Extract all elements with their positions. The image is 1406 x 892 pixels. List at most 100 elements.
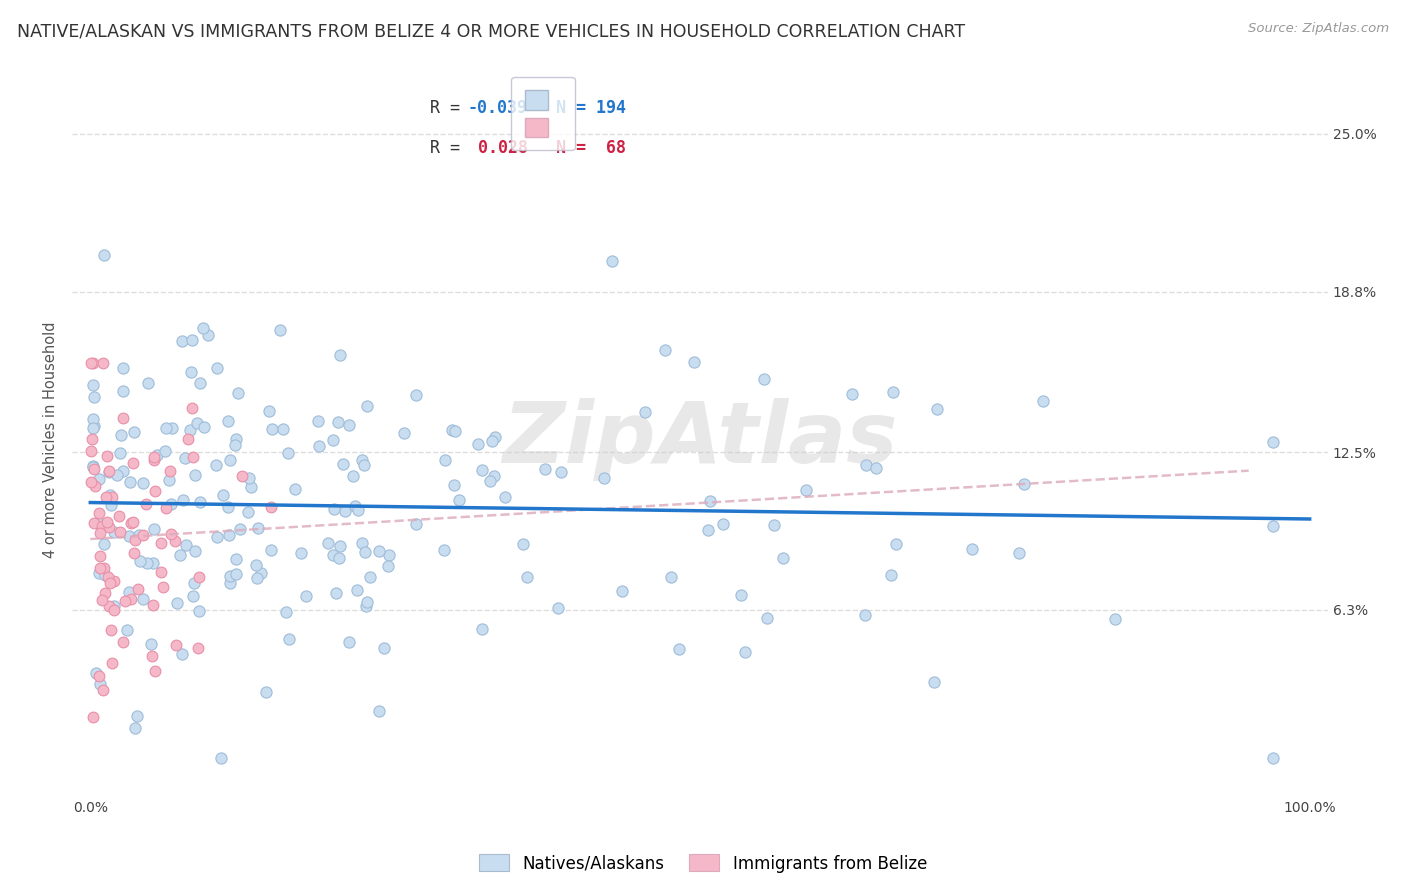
Point <box>467 437 489 451</box>
Point <box>193 321 215 335</box>
Point <box>93 586 115 600</box>
Point <box>322 433 344 447</box>
Point <box>83 461 105 475</box>
Point <box>328 551 350 566</box>
Point <box>763 517 786 532</box>
Point <box>163 533 186 548</box>
Point <box>96 449 118 463</box>
Point <box>89 669 111 683</box>
Point <box>101 490 124 504</box>
Point <box>654 343 676 358</box>
Point <box>129 553 152 567</box>
Point <box>142 523 165 537</box>
Point <box>683 355 706 369</box>
Point <box>329 348 352 362</box>
Point <box>82 420 104 434</box>
Point <box>343 499 366 513</box>
Point <box>146 448 169 462</box>
Point <box>122 456 145 470</box>
Point <box>284 482 307 496</box>
Point <box>118 529 141 543</box>
Point <box>433 453 456 467</box>
Point <box>352 453 374 467</box>
Point <box>659 570 682 584</box>
Point <box>668 641 690 656</box>
Point <box>240 480 263 494</box>
Point <box>193 419 215 434</box>
Point <box>250 566 273 580</box>
Point <box>219 576 242 591</box>
Point <box>91 356 114 370</box>
Point <box>1012 476 1035 491</box>
Point <box>174 450 197 465</box>
Point <box>218 569 240 583</box>
Point <box>209 750 232 764</box>
Point <box>274 605 297 619</box>
Point <box>143 664 166 678</box>
Point <box>356 595 378 609</box>
Point <box>188 376 211 390</box>
Point <box>157 473 180 487</box>
Point <box>337 417 360 432</box>
Point <box>368 704 391 718</box>
Point <box>181 450 204 464</box>
Point <box>1261 519 1284 533</box>
Point <box>307 414 329 428</box>
Point <box>101 657 124 671</box>
Point <box>212 488 235 502</box>
Point <box>197 327 219 342</box>
Point <box>602 254 624 268</box>
Point <box>103 599 125 613</box>
Point <box>960 542 983 557</box>
Text: 0.028: 0.028 <box>468 139 527 157</box>
Point <box>149 565 172 579</box>
Point <box>188 494 211 508</box>
Point <box>262 421 284 435</box>
Point <box>165 638 187 652</box>
Point <box>169 548 191 562</box>
Point <box>120 516 142 530</box>
Point <box>112 635 135 649</box>
Point <box>347 502 370 516</box>
Point <box>444 424 467 438</box>
Point <box>328 415 350 429</box>
Point <box>110 446 132 460</box>
Point <box>533 462 555 476</box>
Point <box>170 647 193 661</box>
Point <box>159 464 181 478</box>
Point <box>82 459 104 474</box>
Point <box>224 438 246 452</box>
Point <box>443 478 465 492</box>
Point <box>118 475 141 489</box>
Point <box>730 588 752 602</box>
Point <box>217 414 239 428</box>
Point <box>103 525 125 540</box>
Point <box>149 536 172 550</box>
Point <box>160 497 183 511</box>
Point <box>734 645 756 659</box>
Point <box>226 385 249 400</box>
Point <box>471 622 494 636</box>
Point <box>122 515 145 529</box>
Point <box>494 490 516 504</box>
Point <box>89 677 111 691</box>
Point <box>110 428 132 442</box>
Point <box>114 594 136 608</box>
Point <box>254 685 277 699</box>
Point <box>112 464 135 478</box>
Point <box>711 517 734 532</box>
Point <box>1261 750 1284 764</box>
Point <box>80 444 103 458</box>
Point <box>89 506 111 520</box>
Point <box>152 580 174 594</box>
Point <box>368 543 391 558</box>
Point <box>697 523 720 537</box>
Point <box>373 640 395 655</box>
Point <box>225 567 247 582</box>
Point <box>142 598 165 612</box>
Point <box>484 430 506 444</box>
Point <box>82 356 104 370</box>
Point <box>308 439 330 453</box>
Point <box>238 471 260 485</box>
Point <box>120 591 142 606</box>
